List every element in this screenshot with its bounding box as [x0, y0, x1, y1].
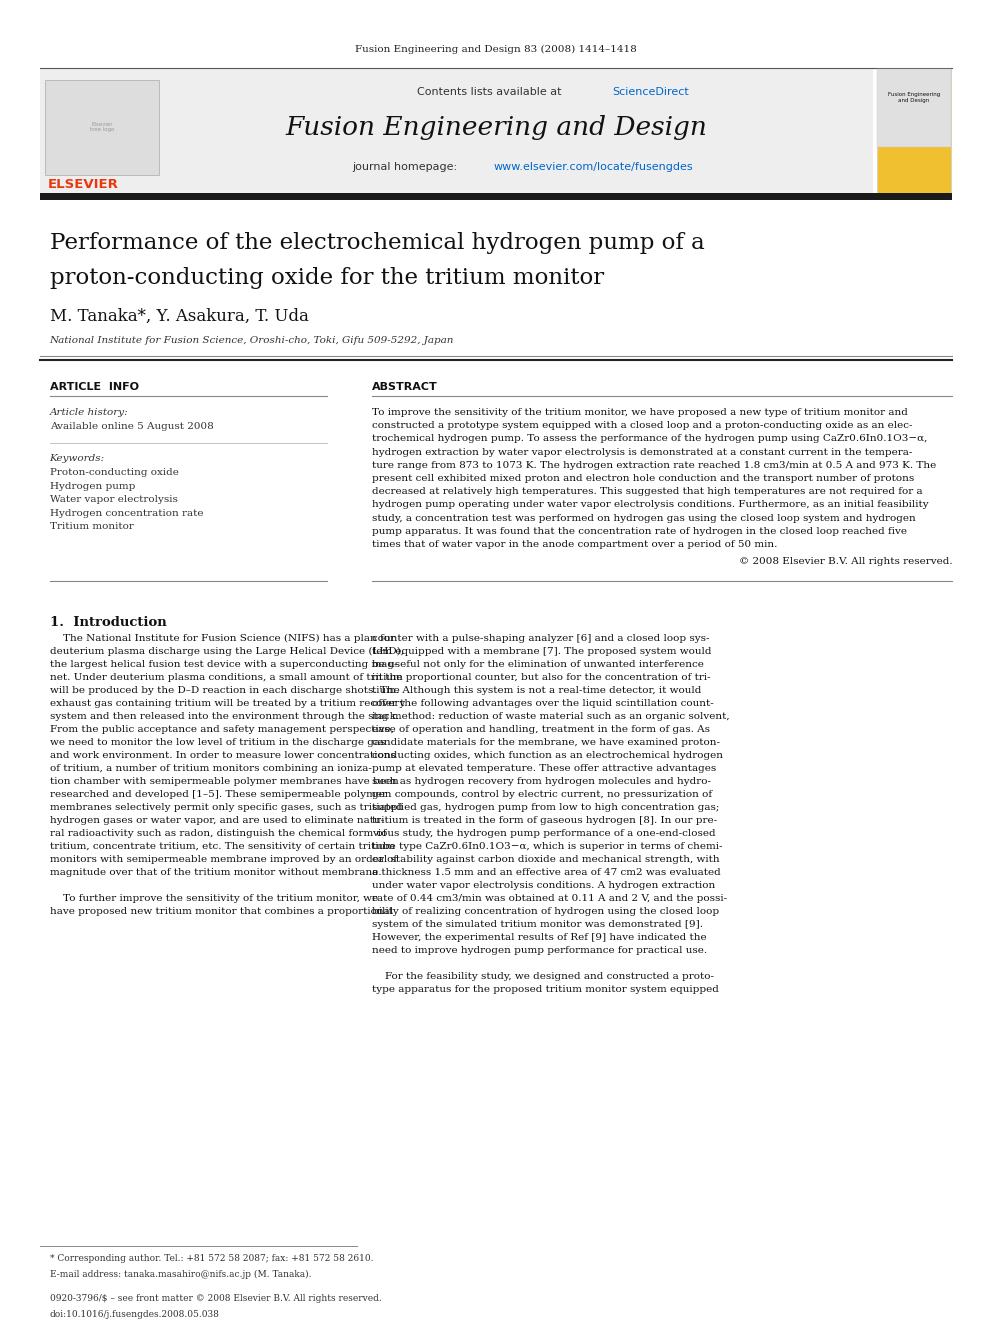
Text: ABSTRACT: ABSTRACT	[372, 382, 437, 392]
Text: Proton-conducting oxide: Proton-conducting oxide	[50, 468, 179, 478]
Text: journal homepage:: journal homepage:	[352, 161, 461, 172]
Text: type apparatus for the proposed tritium monitor system equipped: type apparatus for the proposed tritium …	[372, 986, 719, 994]
Text: www.elsevier.com/locate/fusengdes: www.elsevier.com/locate/fusengdes	[494, 161, 693, 172]
Text: pump at elevated temperature. These offer attractive advantages: pump at elevated temperature. These offe…	[372, 765, 716, 773]
Text: Fusion Engineering and Design: Fusion Engineering and Design	[285, 115, 707, 140]
Text: study, a concentration test was performed on hydrogen gas using the closed loop : study, a concentration test was performe…	[372, 513, 916, 523]
Text: tium. Although this system is not a real-time detector, it would: tium. Although this system is not a real…	[372, 687, 701, 695]
Text: counter with a pulse-shaping analyzer [6] and a closed loop sys-: counter with a pulse-shaping analyzer [6…	[372, 634, 709, 643]
Text: trochemical hydrogen pump. To assess the performance of the hydrogen pump using : trochemical hydrogen pump. To assess the…	[372, 434, 928, 443]
Text: From the public acceptance and safety management perspective,: From the public acceptance and safety ma…	[50, 725, 394, 734]
Text: hydrogen extraction by water vapor electrolysis is demonstrated at a constant cu: hydrogen extraction by water vapor elect…	[372, 447, 913, 456]
Text: Water vapor electrolysis: Water vapor electrolysis	[50, 495, 178, 504]
Bar	[877, 69, 951, 147]
Text: constructed a prototype system equipped with a closed loop and a proton-conducti: constructed a prototype system equipped …	[372, 421, 913, 430]
Text: 1.  Introduction: 1. Introduction	[50, 617, 167, 630]
Text: membranes selectively permit only specific gases, such as tritiated: membranes selectively permit only specif…	[50, 803, 402, 812]
Text: ELSEVIER: ELSEVIER	[48, 179, 118, 191]
Text: pump apparatus. It was found that the concentration rate of hydrogen in the clos: pump apparatus. It was found that the co…	[372, 527, 907, 536]
Text: Fusion Engineering and Design 83 (2008) 1414–1418: Fusion Engineering and Design 83 (2008) …	[355, 45, 637, 54]
Text: Contents lists available at: Contents lists available at	[417, 87, 564, 97]
Text: under water vapor electrolysis conditions. A hydrogen extraction: under water vapor electrolysis condition…	[372, 881, 715, 890]
Text: we need to monitor the low level of tritium in the discharge gas: we need to monitor the low level of trit…	[50, 738, 385, 747]
Text: National Institute for Fusion Science, Oroshi-cho, Toki, Gifu 509-5292, Japan: National Institute for Fusion Science, O…	[50, 336, 454, 345]
Text: 0920-3796/$ – see front matter © 2008 Elsevier B.V. All rights reserved.: 0920-3796/$ – see front matter © 2008 El…	[50, 1294, 381, 1303]
Text: system and then released into the environment through the stack.: system and then released into the enviro…	[50, 712, 399, 721]
Text: gen compounds, control by electric current, no pressurization of: gen compounds, control by electric curre…	[372, 790, 712, 799]
Text: in the proportional counter, but also for the concentration of tri-: in the proportional counter, but also fo…	[372, 673, 710, 683]
Text: hydrogen pump operating under water vapor electrolysis conditions. Furthermore, : hydrogen pump operating under water vapo…	[372, 500, 929, 509]
Text: * Corresponding author. Tel.: +81 572 58 2087; fax: +81 572 58 2610.: * Corresponding author. Tel.: +81 572 58…	[50, 1254, 373, 1263]
Text: Article history:: Article history:	[50, 407, 128, 417]
Text: However, the experimental results of Ref [9] have indicated the: However, the experimental results of Ref…	[372, 933, 706, 942]
Text: ral radioactivity such as radon, distinguish the chemical form of: ral radioactivity such as radon, disting…	[50, 830, 386, 839]
Text: Tritium monitor: Tritium monitor	[50, 523, 134, 531]
Text: system of the simulated tritium monitor was demonstrated [9].: system of the simulated tritium monitor …	[372, 921, 703, 929]
Text: To improve the sensitivity of the tritium monitor, we have proposed a new type o: To improve the sensitivity of the tritiu…	[372, 407, 908, 417]
Text: tem equipped with a membrane [7]. The proposed system would: tem equipped with a membrane [7]. The pr…	[372, 647, 711, 656]
Text: supplied gas, hydrogen pump from low to high concentration gas;: supplied gas, hydrogen pump from low to …	[372, 803, 719, 812]
Text: Elsevier
tree logo: Elsevier tree logo	[90, 122, 114, 132]
Text: be useful not only for the elimination of unwanted interference: be useful not only for the elimination o…	[372, 660, 704, 669]
Text: hydrogen gases or water vapor, and are used to eliminate natu-: hydrogen gases or water vapor, and are u…	[50, 816, 384, 826]
Text: exhaust gas containing tritium will be treated by a tritium recovery: exhaust gas containing tritium will be t…	[50, 699, 405, 708]
Text: E-mail address: tanaka.masahiro@nifs.ac.jp (M. Tanaka).: E-mail address: tanaka.masahiro@nifs.ac.…	[50, 1270, 311, 1279]
Bar	[40, 193, 952, 200]
Text: monitors with semipermeable membrane improved by an order of: monitors with semipermeable membrane imp…	[50, 855, 397, 864]
Text: M. Tanaka*, Y. Asakura, T. Uda: M. Tanaka*, Y. Asakura, T. Uda	[50, 308, 309, 325]
Text: ease of operation and handling, treatment in the form of gas. As: ease of operation and handling, treatmen…	[372, 725, 710, 734]
Text: vious study, the hydrogen pump performance of a one-end-closed: vious study, the hydrogen pump performan…	[372, 830, 715, 839]
Text: Hydrogen concentration rate: Hydrogen concentration rate	[50, 508, 203, 517]
Text: © 2008 Elsevier B.V. All rights reserved.: © 2008 Elsevier B.V. All rights reserved…	[739, 557, 952, 566]
Text: researched and developed [1–5]. These semipermeable polymer: researched and developed [1–5]. These se…	[50, 790, 387, 799]
Text: Fusion Engineering
and Design: Fusion Engineering and Design	[888, 93, 939, 103]
Text: bility of realizing concentration of hydrogen using the closed loop: bility of realizing concentration of hyd…	[372, 908, 719, 917]
Text: ScienceDirect: ScienceDirect	[612, 87, 688, 97]
Text: Performance of the electrochemical hydrogen pump of a: Performance of the electrochemical hydro…	[50, 232, 704, 254]
Text: Available online 5 August 2008: Available online 5 August 2008	[50, 422, 213, 431]
Text: a thickness 1.5 mm and an effective area of 47 cm2 was evaluated: a thickness 1.5 mm and an effective area…	[372, 868, 721, 877]
Text: of tritium, a number of tritium monitors combining an ioniza-: of tritium, a number of tritium monitors…	[50, 765, 371, 773]
Bar	[877, 69, 951, 197]
Text: Hydrogen pump: Hydrogen pump	[50, 482, 135, 491]
Text: ture range from 873 to 1073 K. The hydrogen extraction rate reached 1.8 cm3/min : ture range from 873 to 1073 K. The hydro…	[372, 460, 936, 470]
Text: For the feasibility study, we designed and constructed a proto-: For the feasibility study, we designed a…	[372, 972, 714, 982]
Text: will be produced by the D–D reaction in each discharge shots. The: will be produced by the D–D reaction in …	[50, 687, 400, 695]
Text: ing method: reduction of waste material such as an organic solvent,: ing method: reduction of waste material …	[372, 712, 730, 721]
Text: tritium, concentrate tritium, etc. The sensitivity of certain tritium: tritium, concentrate tritium, etc. The s…	[50, 843, 395, 851]
Text: the largest helical fusion test device with a superconducting mag-: the largest helical fusion test device w…	[50, 660, 397, 669]
Text: deuterium plasma discharge using the Large Helical Device (LHD),: deuterium plasma discharge using the Lar…	[50, 647, 404, 656]
Text: tube type CaZr0.6In0.1O3−α, which is superior in terms of chemi-: tube type CaZr0.6In0.1O3−α, which is sup…	[372, 843, 722, 851]
Text: cal stability against carbon dioxide and mechanical strength, with: cal stability against carbon dioxide and…	[372, 855, 719, 864]
Bar	[40, 69, 873, 197]
Text: candidate materials for the membrane, we have examined proton-: candidate materials for the membrane, we…	[372, 738, 720, 747]
Text: need to improve hydrogen pump performance for practical use.: need to improve hydrogen pump performanc…	[372, 946, 707, 955]
Text: decreased at relatively high temperatures. This suggested that high temperatures: decreased at relatively high temperature…	[372, 487, 923, 496]
Text: The National Institute for Fusion Science (NIFS) has a plan for: The National Institute for Fusion Scienc…	[50, 634, 395, 643]
Bar	[45, 79, 159, 175]
Text: ARTICLE  INFO: ARTICLE INFO	[50, 382, 139, 392]
Text: net. Under deuterium plasma conditions, a small amount of tritium: net. Under deuterium plasma conditions, …	[50, 673, 403, 683]
Text: tion chamber with semipermeable polymer membranes have been: tion chamber with semipermeable polymer …	[50, 777, 399, 786]
Text: times that of water vapor in the anode compartment over a period of 50 min.: times that of water vapor in the anode c…	[372, 540, 778, 549]
Text: To further improve the sensitivity of the tritium monitor, we: To further improve the sensitivity of th…	[50, 894, 378, 904]
Text: conducting oxides, which function as an electrochemical hydrogen: conducting oxides, which function as an …	[372, 751, 723, 761]
Text: present cell exhibited mixed proton and electron hole conduction and the transpo: present cell exhibited mixed proton and …	[372, 474, 915, 483]
Text: and work environment. In order to measure lower concentrations: and work environment. In order to measur…	[50, 751, 396, 761]
Text: magnitude over that of the tritium monitor without membrane.: magnitude over that of the tritium monit…	[50, 868, 381, 877]
Text: offer the following advantages over the liquid scintillation count-: offer the following advantages over the …	[372, 699, 714, 708]
Text: such as hydrogen recovery from hydrogen molecules and hydro-: such as hydrogen recovery from hydrogen …	[372, 777, 711, 786]
Text: have proposed new tritium monitor that combines a proportional: have proposed new tritium monitor that c…	[50, 908, 393, 917]
Text: tritium is treated in the form of gaseous hydrogen [8]. In our pre-: tritium is treated in the form of gaseou…	[372, 816, 717, 826]
Text: rate of 0.44 cm3/min was obtained at 0.11 A and 2 V, and the possi-: rate of 0.44 cm3/min was obtained at 0.1…	[372, 894, 727, 904]
Text: doi:10.1016/j.fusengdes.2008.05.038: doi:10.1016/j.fusengdes.2008.05.038	[50, 1310, 219, 1319]
Text: proton-conducting oxide for the tritium monitor: proton-conducting oxide for the tritium …	[50, 267, 604, 288]
Text: Keywords:: Keywords:	[50, 454, 105, 463]
